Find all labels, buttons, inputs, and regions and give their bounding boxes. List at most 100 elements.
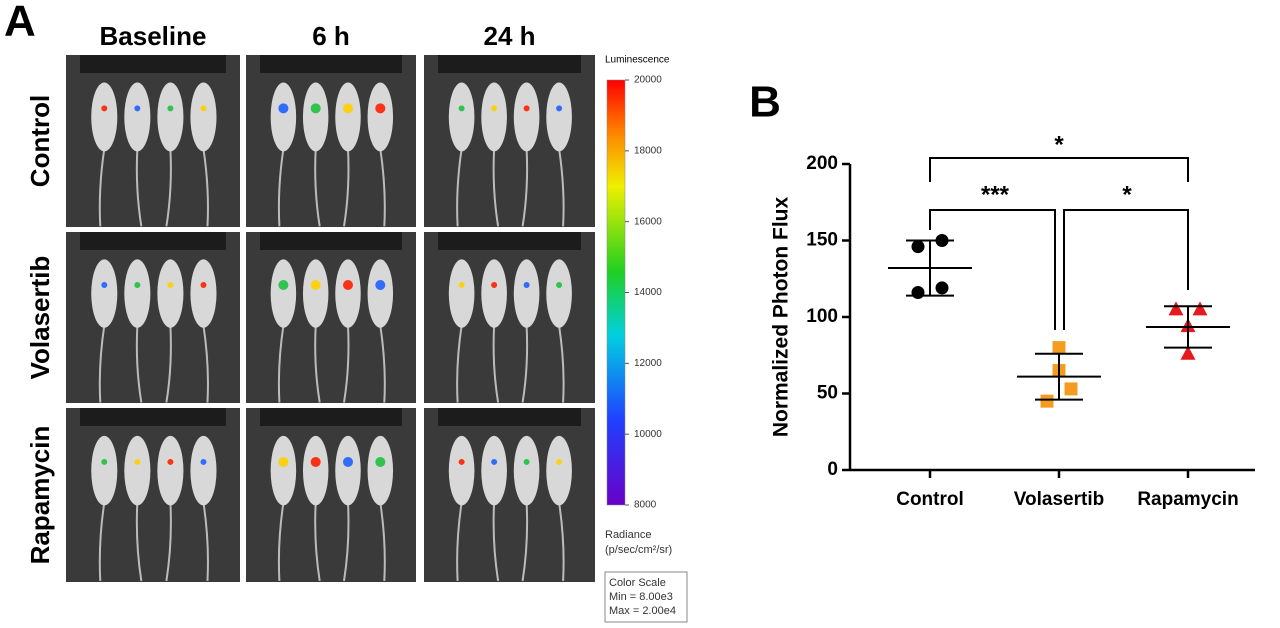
x-tick-label: Rapamycin (1137, 489, 1238, 510)
color-scale-text: Min = 8.00e3 (609, 591, 673, 603)
mouse-tail (343, 502, 350, 582)
data-point (1168, 301, 1184, 316)
panel-label: A (4, 0, 36, 46)
signal-spot (375, 280, 386, 291)
column-header: 6 h (312, 21, 350, 51)
color-tick-label: 14000 (634, 287, 662, 298)
x-tick-label: Control (896, 489, 964, 510)
mouse-tail (492, 325, 500, 403)
mouse-tail (558, 148, 565, 227)
mouse-tail (521, 325, 529, 403)
signal-spot (134, 458, 141, 465)
signal-spot (101, 105, 108, 112)
signal-spot (491, 105, 498, 112)
x-tick-label: Volasertib (1014, 489, 1104, 510)
image-panel (424, 232, 595, 403)
mouse-tail (314, 325, 321, 403)
mouse-body (91, 82, 118, 152)
image-panel (246, 55, 416, 227)
mouse-tail (277, 502, 285, 581)
mouse-tail (314, 502, 321, 582)
signal-spot (343, 280, 353, 291)
mouse-body (124, 82, 151, 152)
mouse-tail (456, 325, 463, 403)
mouse-tail (98, 148, 106, 227)
color-scale-unit: Radiance (605, 529, 651, 541)
color-scale-unit: (p/sec/cm²/sr) (605, 544, 672, 556)
y-tick-label: 0 (827, 459, 838, 480)
image-panel (66, 408, 240, 582)
signal-spot (523, 105, 530, 112)
row-header: Volasertib (25, 256, 55, 380)
data-point (911, 286, 925, 300)
signal-spot (167, 458, 174, 465)
mouse-tail (277, 148, 285, 227)
image-panel (246, 408, 416, 582)
image-panel (66, 55, 240, 227)
signal-spot (134, 282, 141, 289)
y-tick-label: 50 (817, 383, 838, 404)
color-tick-label: 12000 (634, 358, 662, 369)
mouse-body (367, 259, 394, 328)
signal-spot (556, 458, 563, 465)
y-axis-label: Normalized Photon Flux (770, 197, 793, 438)
color-bar (606, 79, 626, 506)
mouse-tail (492, 148, 500, 227)
image-panel (66, 232, 240, 403)
mouse-tail (521, 502, 529, 582)
signal-spot (167, 282, 174, 289)
data-point (1052, 341, 1066, 355)
mouse-body (302, 259, 329, 328)
data-point (1180, 345, 1196, 360)
mouse-body (190, 82, 217, 152)
color-scale-box (604, 571, 688, 623)
signal-spot (458, 282, 465, 289)
mouse-body (335, 82, 361, 152)
signal-spot (200, 458, 207, 465)
mouse-body (270, 82, 297, 152)
mouse-body (302, 435, 329, 506)
mouse-body (157, 435, 184, 506)
signal-spot (343, 103, 353, 114)
mouse-body (124, 435, 151, 506)
mouse-tail (492, 502, 500, 582)
signal-spot (310, 103, 321, 114)
significance-bracket (929, 209, 1056, 330)
data-point (935, 281, 949, 295)
signal-spot (458, 105, 465, 112)
mouse-tail (379, 148, 386, 227)
mouse-body (448, 259, 475, 328)
signal-spot (491, 458, 498, 465)
mouse-body (157, 259, 184, 328)
mouse-tail (135, 502, 143, 582)
mouse-body (546, 435, 572, 506)
holder (80, 408, 226, 426)
signal-spot (278, 456, 289, 467)
signal-spot (556, 105, 563, 112)
y-tick-label: 150 (806, 230, 838, 251)
data-point (911, 240, 925, 254)
signal-spot (523, 282, 530, 289)
mouse-tail (314, 148, 321, 227)
holder (80, 55, 226, 73)
signal-spot (458, 458, 465, 465)
signal-spot (523, 458, 530, 465)
mouse-body (367, 82, 394, 152)
color-tick-label: 18000 (634, 145, 662, 156)
mouse-body (546, 82, 572, 152)
image-panel (424, 408, 595, 582)
mouse-tail (98, 502, 106, 581)
mouse-body (302, 82, 329, 152)
significance-label: * (1054, 131, 1064, 158)
mouse-body (481, 82, 507, 152)
row-header: Control (25, 95, 55, 187)
mouse-tail (343, 325, 350, 403)
mouse-body (270, 435, 297, 506)
mouse-body (270, 259, 297, 328)
data-point (1192, 301, 1208, 316)
mouse-body (546, 259, 572, 328)
holder (438, 232, 581, 250)
mouse-body (481, 259, 507, 328)
signal-spot (375, 456, 386, 467)
